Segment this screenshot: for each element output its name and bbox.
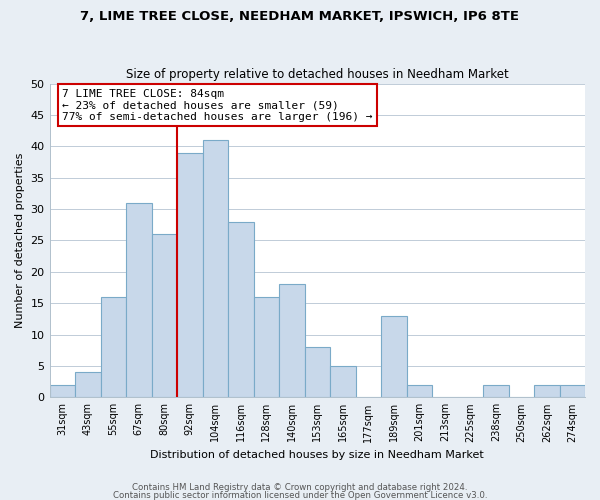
Bar [407, 385, 432, 398]
X-axis label: Distribution of detached houses by size in Needham Market: Distribution of detached houses by size … [151, 450, 484, 460]
Title: Size of property relative to detached houses in Needham Market: Size of property relative to detached ho… [126, 68, 509, 81]
Bar [177, 152, 203, 398]
Bar [228, 222, 254, 398]
Bar [330, 366, 356, 398]
Y-axis label: Number of detached properties: Number of detached properties [15, 152, 25, 328]
Bar [381, 316, 407, 398]
Bar [534, 385, 560, 398]
Text: 7 LIME TREE CLOSE: 84sqm
← 23% of detached houses are smaller (59)
77% of semi-d: 7 LIME TREE CLOSE: 84sqm ← 23% of detach… [62, 88, 373, 122]
Bar [483, 385, 509, 398]
Bar [75, 372, 101, 398]
Bar [50, 385, 75, 398]
Bar [279, 284, 305, 398]
Bar [254, 297, 279, 398]
Bar [560, 385, 585, 398]
Text: 7, LIME TREE CLOSE, NEEDHAM MARKET, IPSWICH, IP6 8TE: 7, LIME TREE CLOSE, NEEDHAM MARKET, IPSW… [80, 10, 520, 23]
Bar [126, 203, 152, 398]
Text: Contains HM Land Registry data © Crown copyright and database right 2024.: Contains HM Land Registry data © Crown c… [132, 484, 468, 492]
Bar [203, 140, 228, 398]
Bar [152, 234, 177, 398]
Bar [101, 297, 126, 398]
Bar [305, 347, 330, 398]
Text: Contains public sector information licensed under the Open Government Licence v3: Contains public sector information licen… [113, 490, 487, 500]
